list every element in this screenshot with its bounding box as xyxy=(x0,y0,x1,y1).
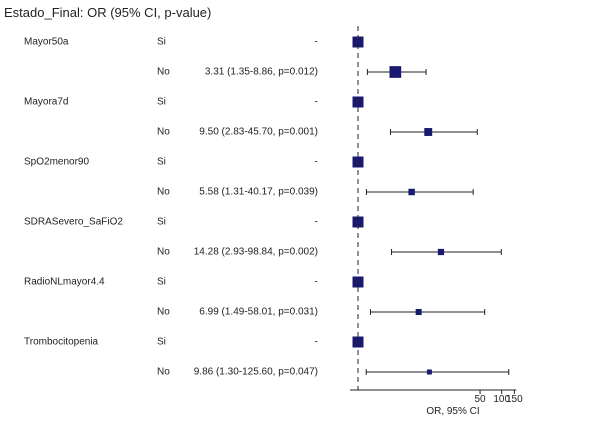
level-label: No xyxy=(157,67,170,78)
level-label: No xyxy=(157,187,170,198)
or-text: 9.86 (1.30-125.60, p=0.047) xyxy=(194,367,318,378)
or-text: - xyxy=(315,97,318,108)
level-label: Si xyxy=(157,37,166,48)
level-label: No xyxy=(157,367,170,378)
or-marker xyxy=(424,128,433,136)
or-text: 3.31 (1.35-8.86, p=0.012) xyxy=(205,67,318,78)
forest-rows: Mayor50a Si - No 3.31 (1.35-8.86, p=0.012) Ma… xyxy=(24,36,510,378)
or-text: - xyxy=(315,37,318,48)
or-marker xyxy=(426,369,432,375)
or-text: 9.50 (2.83-45.70, p=0.001) xyxy=(199,127,318,138)
variable-name: SpO2menor90 xyxy=(24,157,89,168)
variable-name: SDRASevero_SaFiO2 xyxy=(24,217,123,228)
variable-name: RadioNLmayor4.4 xyxy=(24,277,105,288)
variable-name: Mayora7d xyxy=(24,97,68,108)
variable-name: Trombocitopenia xyxy=(24,337,99,348)
level-label: Si xyxy=(157,97,166,108)
level-label: Si xyxy=(157,337,166,348)
level-label: Si xyxy=(157,277,166,288)
level-label: Si xyxy=(157,217,166,228)
x-tick-label: 100 xyxy=(493,394,510,405)
or-text: - xyxy=(315,277,318,288)
or-text: - xyxy=(315,217,318,228)
or-marker xyxy=(389,66,402,78)
or-text: - xyxy=(315,337,318,348)
or-marker xyxy=(437,248,445,256)
level-label: No xyxy=(157,247,170,258)
or-marker xyxy=(352,216,364,228)
or-text: 14.28 (2.93-98.84, p=0.002) xyxy=(194,247,318,258)
level-label: No xyxy=(157,127,170,138)
level-label: No xyxy=(157,307,170,318)
or-text: - xyxy=(315,157,318,168)
or-marker xyxy=(352,36,364,48)
chart-title: Estado_Final: OR (95% CI, p-value) xyxy=(4,5,211,20)
variable-name: Mayor50a xyxy=(24,37,69,48)
x-axis-label: OR, 95% CI xyxy=(426,406,479,417)
or-marker xyxy=(415,308,422,316)
x-tick-label: 150 xyxy=(506,394,523,405)
or-text: 5.58 (1.31-40.17, p=0.039) xyxy=(199,187,318,198)
level-label: Si xyxy=(157,157,166,168)
or-marker xyxy=(408,188,415,196)
x-tick-label: 50 xyxy=(474,394,486,405)
or-text: 6.99 (1.49-58.01, p=0.031) xyxy=(199,307,318,318)
